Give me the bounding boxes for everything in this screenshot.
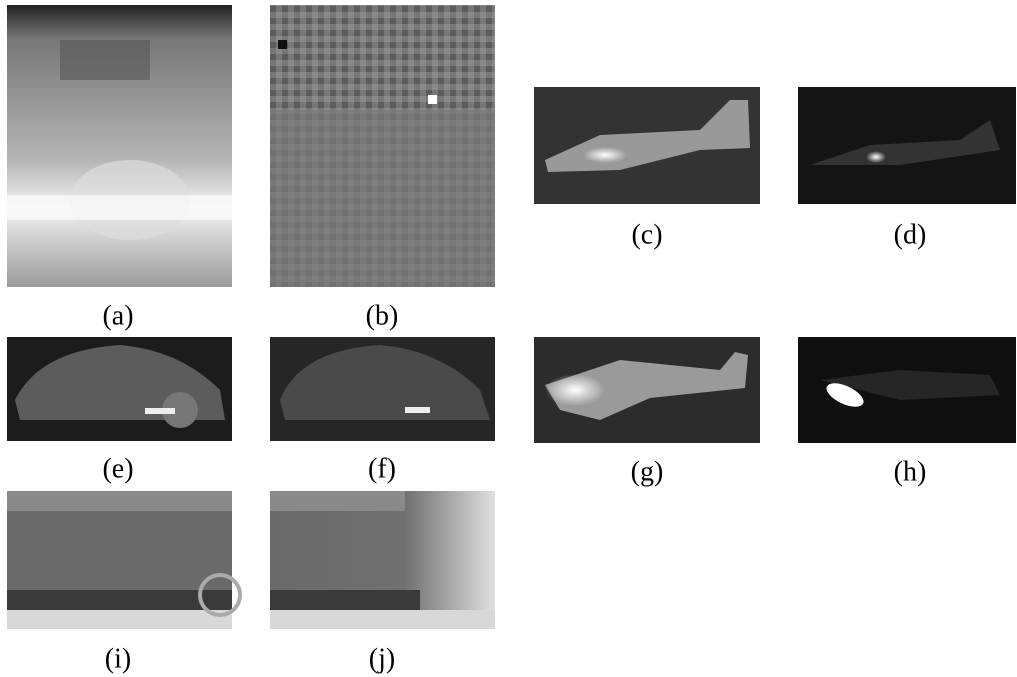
figure: (a) (b) (c) (d) (e) (f) (g) (h) (i) (j) — [0, 0, 1017, 677]
panel-image — [270, 491, 495, 629]
panel-image — [7, 5, 232, 287]
panel-image — [534, 87, 760, 204]
panel-label: (f) — [368, 453, 396, 484]
panel-label: (b) — [366, 300, 399, 331]
panel-label: (e) — [102, 453, 133, 484]
panel-label: (c) — [631, 219, 662, 250]
panel-label: (j) — [369, 643, 395, 674]
panel-image — [270, 337, 495, 441]
panel-label: (g) — [631, 456, 664, 487]
panel-image — [798, 87, 1016, 204]
panel-label: (a) — [102, 300, 133, 331]
panel-image — [534, 337, 760, 443]
panel-label: (d) — [894, 219, 927, 250]
panel-label: (i) — [105, 643, 131, 674]
panel-image — [7, 337, 232, 441]
panel-label: (h) — [894, 456, 927, 487]
panel-image — [798, 337, 1016, 443]
panel-image — [7, 491, 240, 629]
panel-image — [270, 5, 495, 287]
